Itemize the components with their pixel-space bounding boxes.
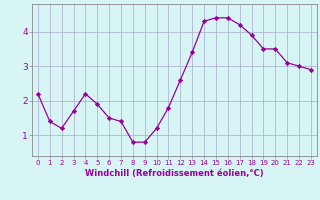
X-axis label: Windchill (Refroidissement éolien,°C): Windchill (Refroidissement éolien,°C) xyxy=(85,169,264,178)
